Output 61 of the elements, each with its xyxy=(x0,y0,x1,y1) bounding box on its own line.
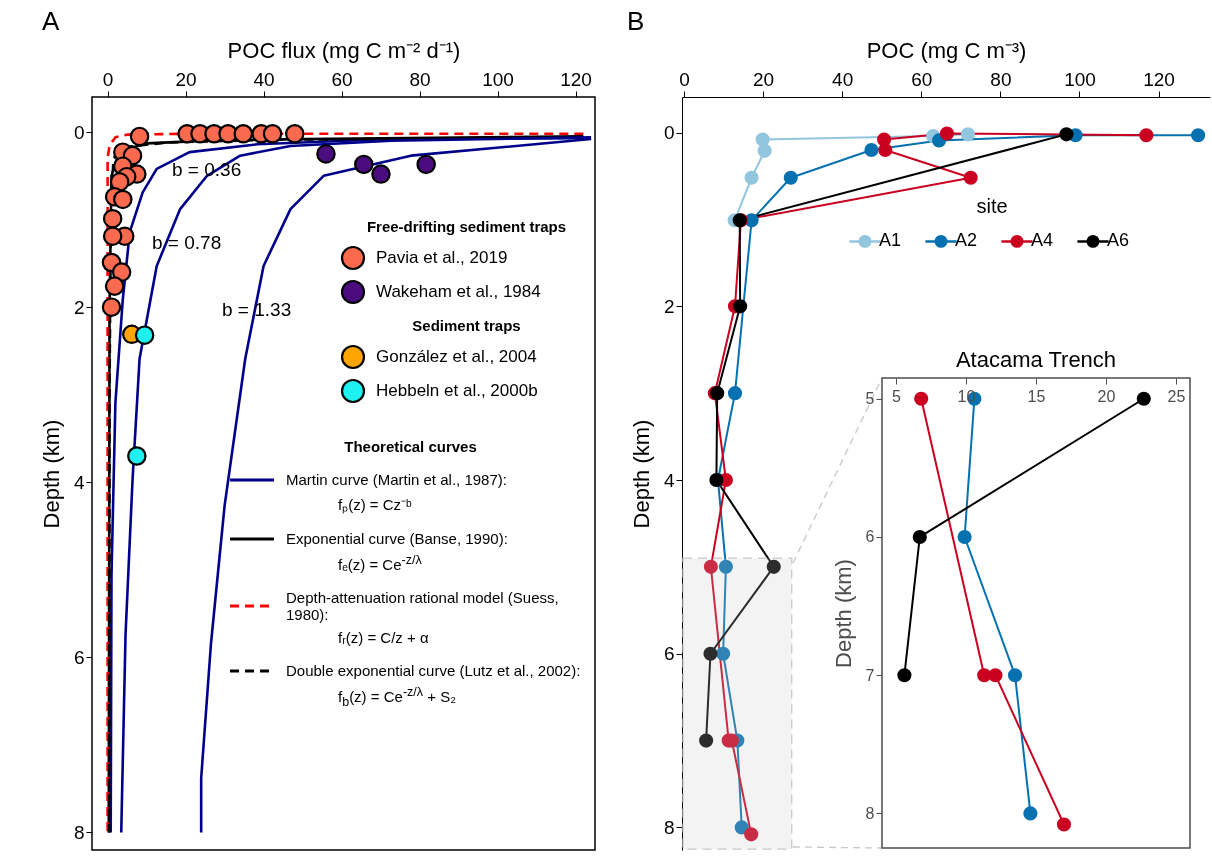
x-tick-label: 20 xyxy=(1097,387,1116,405)
x-tick-label: 20 xyxy=(175,68,197,90)
y-tick-label: 8 xyxy=(73,821,85,843)
y-axis-title: Depth (km) xyxy=(628,419,654,529)
legend-label: A1 xyxy=(879,230,902,251)
chart-title: A xyxy=(42,6,60,36)
x-tick-label: 20 xyxy=(753,68,775,90)
y-tick-label: 6 xyxy=(865,528,875,546)
y-axis-title: Depth (km) xyxy=(830,559,856,668)
y-tick-label: 6 xyxy=(73,646,85,668)
y-tick-label: 4 xyxy=(73,471,85,493)
y-tick-label: 2 xyxy=(663,295,675,317)
annotation: Free-drifting sediment traps xyxy=(365,218,568,235)
chart-title: Atacama Trench xyxy=(955,346,1117,372)
legend-label: A4 xyxy=(1031,230,1054,251)
x-tick-label: 40 xyxy=(253,68,275,90)
x-tick-label: 60 xyxy=(331,68,353,90)
y-tick-label: 8 xyxy=(663,816,675,838)
y-tick-label: 7 xyxy=(865,666,875,684)
x-tick-label: 60 xyxy=(911,68,933,90)
legend-label: A6 xyxy=(1107,230,1130,251)
legend-title: site xyxy=(976,195,1008,217)
x-tick-label: 0 xyxy=(102,68,114,90)
legend-label: Martin curve (Martin et al., 1987): xyxy=(286,471,507,488)
legend-label: Pavia et al., 2019 xyxy=(376,248,508,268)
x-tick-label: 120 xyxy=(1143,68,1175,90)
y-tick-label: 6 xyxy=(663,643,675,665)
legend-label: Double exponential curve (Lutz et al., 2002): xyxy=(286,662,581,679)
x-tick-label: 15 xyxy=(1027,387,1046,405)
x-tick-label: 100 xyxy=(482,68,514,90)
y-tick-label: 4 xyxy=(663,469,675,491)
annotation: f$_{b}$(z) = Ce$^{-z/λ}$ + S₂ xyxy=(337,685,457,709)
annotation: fₑ(z) = Ce$^{-z/λ}$ xyxy=(337,553,423,573)
x-tick-label: 100 xyxy=(1064,68,1096,90)
annotation: Theoretical curves xyxy=(343,438,478,455)
annotation: Sediment traps xyxy=(411,317,522,334)
legend-label: González et al., 2004 xyxy=(376,347,537,367)
x-axis-title: POC (mg C m⁻³) xyxy=(866,37,1027,63)
x-tick-label: 80 xyxy=(409,68,431,90)
x-tick-label: 40 xyxy=(832,68,854,90)
y-tick-label: 8 xyxy=(865,804,875,822)
legend-label: Wakeham et al., 1984 xyxy=(376,282,541,302)
x-tick-label: 120 xyxy=(560,68,592,90)
annotation: fₚ(z) = Cz⁻ᵇ xyxy=(337,495,413,514)
x-tick-label: 0 xyxy=(679,68,690,90)
annotation: fᵣ(z) = C/z + α xyxy=(337,629,430,646)
legend-label: A2 xyxy=(955,230,978,251)
y-tick-label: 2 xyxy=(73,296,85,318)
legend-label: Hebbeln et al., 2000b xyxy=(376,381,538,401)
annotation: b = 1.33 xyxy=(222,299,292,320)
legend-label: Depth-attenuation rational model (Suess, 1980): xyxy=(286,589,560,623)
y-tick-label: 0 xyxy=(73,121,85,143)
x-tick-label: 80 xyxy=(990,68,1012,90)
legend-label: Exponential curve (Banse, 1990): xyxy=(286,530,508,547)
chart-title: B xyxy=(627,6,645,36)
x-axis-title: POC flux (mg C m⁻² d⁻¹) xyxy=(227,37,461,63)
x-tick-label: 25 xyxy=(1167,387,1186,405)
y-axis-title: Depth (km) xyxy=(38,419,64,529)
x-tick-label: 5 xyxy=(892,387,902,405)
y-tick-label: 0 xyxy=(663,122,675,144)
annotation: b = 0.78 xyxy=(152,232,222,253)
